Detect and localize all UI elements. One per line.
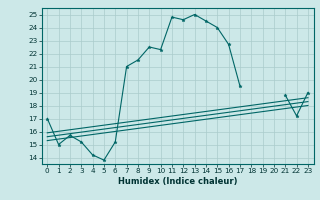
X-axis label: Humidex (Indice chaleur): Humidex (Indice chaleur) (118, 177, 237, 186)
